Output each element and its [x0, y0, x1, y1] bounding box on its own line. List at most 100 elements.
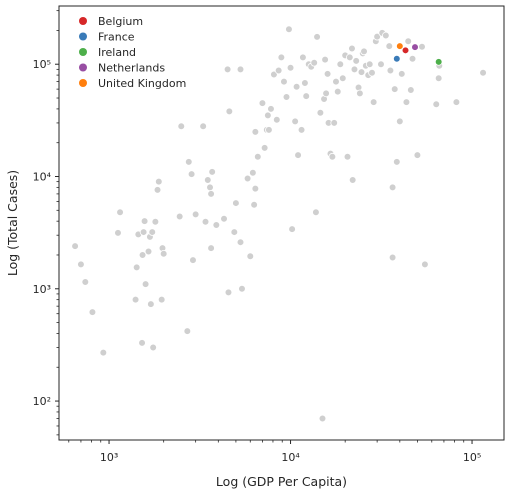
data-point [267, 105, 275, 113]
data-point [251, 184, 260, 193]
data-point [177, 122, 186, 131]
data-point [368, 68, 376, 77]
y-tick-label: 10⁴ [33, 171, 52, 184]
data-point [274, 66, 283, 75]
data-point [286, 63, 295, 72]
data-point [81, 278, 90, 286]
data-point [206, 183, 214, 192]
legend-marker [79, 48, 87, 56]
data-point [338, 74, 347, 83]
data-point [201, 217, 210, 226]
data-point [183, 327, 192, 335]
data-point [224, 288, 233, 297]
data-point [144, 247, 153, 256]
data-point-highlighted [393, 54, 401, 63]
data-point [297, 126, 306, 134]
data-point [258, 99, 267, 107]
data-point [316, 108, 325, 117]
legend-label: Belgium [98, 15, 143, 28]
data-point [302, 92, 311, 100]
data-point [116, 208, 124, 217]
data-point [199, 122, 207, 131]
data-point [313, 33, 321, 41]
data-point [404, 37, 413, 46]
data-point [285, 25, 293, 34]
data-point [390, 85, 399, 93]
data-point [207, 244, 215, 252]
data-point [88, 308, 97, 316]
data-point [280, 77, 288, 86]
data-point [220, 215, 228, 223]
x-axis-label: Log (GDP Per Capita) [216, 474, 347, 489]
x-axis-ticks: 10³ 10⁴ 10⁵ [68, 440, 481, 464]
legend-marker [79, 17, 87, 25]
data-point [191, 210, 200, 219]
data-point [203, 176, 212, 184]
x-tick-label: 10³ [100, 451, 118, 464]
data-point [264, 111, 272, 120]
data-point [77, 260, 85, 269]
legend: Belgium France Ireland Netherlands United Ki… [79, 15, 186, 90]
data-point [184, 158, 193, 166]
data-point [321, 55, 329, 64]
x-tick-label: 10⁴ [281, 451, 300, 464]
data-point [330, 119, 339, 127]
legend-label: United Kingdom [98, 77, 186, 90]
data-point [369, 98, 378, 106]
data-point [147, 300, 155, 308]
data-point [149, 343, 157, 352]
data-point [236, 238, 245, 246]
y-axis-ticks: 10² 10³ 10⁴ 10⁵ [33, 10, 59, 436]
data-point [151, 217, 160, 226]
other-countries-points [71, 25, 487, 423]
data-point [157, 295, 166, 304]
data-point [356, 89, 364, 98]
data-point [385, 42, 394, 50]
data-point [407, 86, 415, 94]
data-point [114, 229, 122, 237]
data-point [270, 70, 278, 79]
data-point [250, 200, 258, 209]
data-point [299, 53, 307, 62]
data-point [377, 60, 385, 69]
data-point [132, 263, 141, 272]
data-point [421, 260, 429, 269]
data-point [159, 249, 168, 258]
data-point [402, 98, 411, 106]
data-point [292, 82, 301, 91]
legend-marker [79, 32, 87, 41]
y-tick-label: 10³ [33, 283, 51, 296]
data-point [452, 98, 461, 106]
data-point [365, 60, 374, 69]
data-point [322, 89, 330, 98]
data-point [253, 152, 262, 161]
data-point [345, 53, 354, 62]
legend-label: Netherlands [98, 62, 165, 75]
data-point [71, 242, 79, 250]
data-point [260, 144, 269, 152]
data-point [397, 70, 406, 78]
data-point [187, 170, 196, 178]
data-point [388, 183, 397, 192]
data-point [479, 68, 487, 77]
data-point [413, 151, 422, 159]
data-point [138, 339, 146, 347]
data-point [294, 151, 302, 159]
y-axis-label: Log (Total Cases) [5, 170, 20, 276]
x-tick-label: 10⁵ [463, 451, 481, 464]
data-point [388, 253, 397, 262]
data-point [288, 225, 296, 233]
highlighted-countries-points [393, 42, 443, 66]
legend-marker [79, 63, 87, 72]
data-point-highlighted [396, 42, 404, 50]
data-point [408, 54, 417, 63]
legend-label: France [98, 31, 135, 44]
data-point [350, 65, 359, 74]
data-point [418, 42, 426, 51]
data-point [312, 208, 320, 217]
data-point [348, 44, 356, 53]
data-point [236, 65, 245, 74]
data-point [357, 68, 366, 76]
data-point [238, 284, 246, 293]
data-point [139, 228, 148, 236]
